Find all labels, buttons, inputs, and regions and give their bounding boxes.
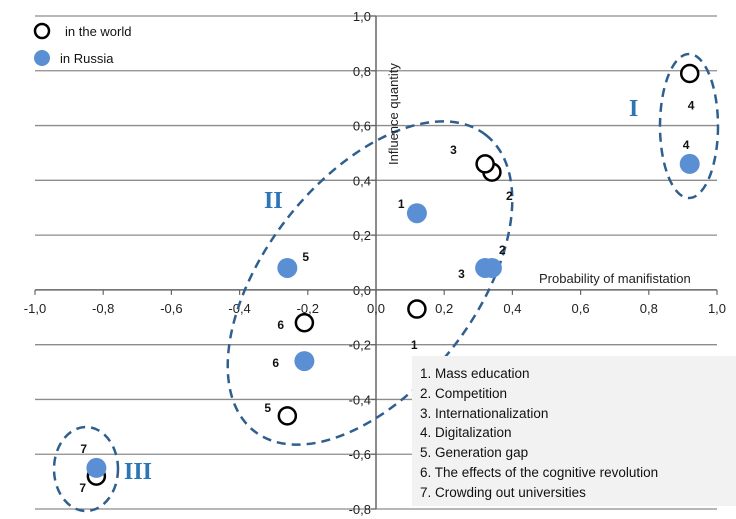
x-axis-title: Probability of manifistation (539, 271, 691, 286)
russia-point-6 (294, 351, 315, 372)
factor-item: 7. Crowding out universities (420, 484, 586, 500)
world-point-label-1: 1 (411, 338, 418, 352)
factor-item: 1. Mass education (420, 366, 530, 381)
legend-marker-world (33, 22, 51, 40)
world-point-label-6: 6 (277, 318, 284, 332)
russia-point-label-3: 3 (458, 267, 465, 281)
y-tick-label: -0,4 (349, 392, 371, 407)
russia-point-4 (679, 153, 700, 174)
legend-label-russia: in Russia (60, 51, 114, 66)
y-tick-label: -0,8 (349, 502, 371, 517)
world-point-label-2: 2 (506, 189, 513, 203)
x-tick-label: -0,2 (297, 301, 319, 316)
y-tick-label: 0,8 (353, 64, 371, 79)
factor-item: 5. Generation gap (420, 445, 529, 461)
data-points (86, 63, 700, 486)
world-point-label-3: 3 (450, 143, 457, 157)
y-tick-label: 1,0 (353, 9, 371, 24)
legend: in the world in Russia (33, 22, 131, 66)
legend-label-world: in the world (65, 24, 131, 39)
world-point-label-5: 5 (264, 401, 271, 415)
factors-list: 1. Mass education 2. Competition 3. Inte… (420, 364, 736, 503)
point-labels: 1 2 3 4 5 6 7 1 2 3 4 5 6 7 (79, 99, 694, 496)
russia-point-label-7: 7 (80, 442, 87, 456)
y-tick-label: -0,2 (349, 338, 371, 353)
factor-item: 2. Competition (420, 385, 508, 401)
russia-point-label-5: 5 (302, 250, 309, 264)
world-point-label-4: 4 (688, 99, 695, 113)
x-tick-label: -1,0 (24, 301, 46, 316)
factor-item: 6. The effects of the cognitive revoluti… (420, 464, 659, 480)
russia-point-label-2: 2 (499, 243, 506, 257)
y-tick-label: -0,6 (349, 447, 371, 462)
russia-point-3 (475, 257, 496, 278)
world-point-4 (679, 63, 700, 84)
world-point-3 (475, 154, 495, 174)
x-tick-label: -0,6 (160, 301, 182, 316)
cluster-outline-III (52, 425, 120, 513)
y-tick-label: 0,6 (353, 119, 371, 134)
x-tick-label: 0,6 (572, 301, 590, 316)
russia-point-5 (277, 257, 298, 278)
russia-point-label-1: 1 (398, 197, 405, 211)
cluster-outline-I (658, 52, 720, 200)
russia-point-label-6: 6 (272, 356, 279, 370)
y-tick-label: 0,2 (353, 228, 371, 243)
factor-item: 3. Internationalization (420, 405, 549, 421)
factor-item: 4. Digitalization (420, 425, 512, 441)
axes: -0,8 -0,6 -0,4 -0,2 0,0 0,2 0,4 0,6 0,8 1,0 -1,0 -0… (24, 9, 726, 517)
y-tick-label: 0,4 (353, 173, 371, 188)
x-tick-label: 0,0 (367, 301, 385, 316)
world-point-1 (407, 299, 427, 319)
legend-marker-russia (34, 50, 50, 66)
x-tick-label: -0,8 (92, 301, 114, 316)
world-point-6 (294, 313, 315, 333)
cluster-label-I: I (629, 96, 638, 122)
x-tick-label: 0,4 (503, 301, 521, 316)
world-point-5 (277, 406, 298, 426)
cluster-labels: I II III (124, 96, 638, 485)
russia-point-1 (406, 203, 427, 224)
russia-point-label-4: 4 (683, 138, 690, 152)
world-point-label-7: 7 (79, 481, 86, 495)
y-axis-title: Influence quantity (386, 63, 401, 165)
cluster-outline-II (226, 120, 514, 446)
cluster-outlines (52, 52, 720, 513)
cluster-label-II: II (264, 188, 283, 214)
factors-list-box: 1. Mass education 2. Competition 3. Inte… (412, 356, 736, 506)
russia-point-7 (86, 457, 107, 478)
cluster-label-III: III (124, 459, 152, 485)
x-tick-label: -0,4 (228, 301, 250, 316)
x-tick-label: 0,2 (435, 301, 453, 316)
x-tick-label: 1,0 (708, 301, 726, 316)
x-tick-label: 0,8 (640, 301, 658, 316)
